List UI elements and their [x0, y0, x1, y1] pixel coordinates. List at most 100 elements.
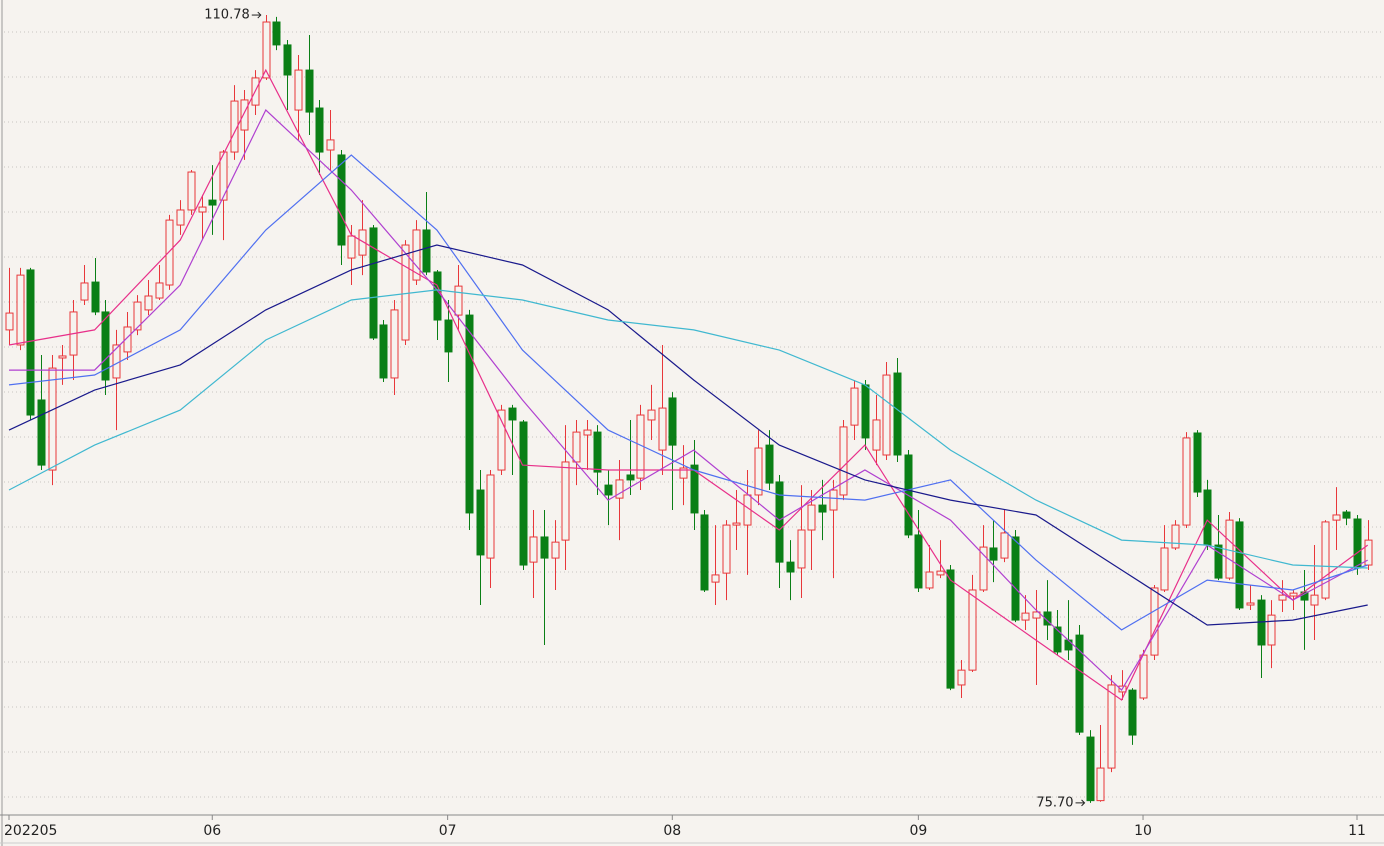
candle-body	[1278, 594, 1287, 601]
candle	[337, 150, 346, 266]
candle	[700, 510, 709, 592]
candle	[807, 490, 816, 570]
candle	[133, 295, 142, 336]
annotation-label: 110.78	[204, 8, 250, 23]
candle	[369, 225, 378, 341]
candle-body	[412, 229, 421, 281]
candle	[176, 200, 185, 235]
candle	[722, 520, 731, 601]
candle-body	[893, 372, 902, 456]
candle-body	[519, 421, 528, 566]
candle-body	[668, 397, 677, 446]
candle-body	[711, 574, 720, 583]
candle	[775, 474, 784, 588]
candle	[957, 660, 966, 698]
candle	[551, 520, 560, 590]
candle-body	[208, 199, 217, 206]
candle-body	[989, 547, 998, 561]
candle	[1310, 545, 1319, 641]
candle	[198, 194, 207, 241]
candle-body	[946, 569, 955, 689]
candle-body	[1021, 612, 1030, 621]
candle-body	[1353, 518, 1362, 569]
candle-body	[272, 21, 281, 46]
candle-body	[5, 312, 14, 331]
candle-body	[658, 407, 667, 451]
candle-body	[497, 409, 506, 471]
candle	[272, 16, 281, 51]
candle	[1182, 432, 1191, 528]
candle	[144, 280, 153, 316]
candle-body	[58, 355, 67, 359]
candle	[946, 565, 955, 691]
candle-body	[240, 99, 249, 131]
candle-body	[1267, 614, 1276, 646]
candle	[283, 39, 292, 111]
candle	[519, 419, 528, 570]
candle-body	[379, 324, 388, 379]
x-tick-label: 10	[1134, 823, 1152, 839]
candle	[1203, 479, 1212, 550]
candle	[1364, 520, 1373, 570]
candle	[1043, 580, 1052, 641]
annotation-arrowhead	[1081, 799, 1086, 807]
candle	[979, 525, 988, 592]
candle-body	[1246, 602, 1255, 606]
candle-body	[390, 309, 399, 379]
candle-body	[1235, 521, 1244, 609]
candle	[101, 300, 110, 396]
candle-body	[1203, 489, 1212, 546]
candle	[16, 267, 25, 351]
candle-body	[936, 570, 945, 576]
candle-body	[358, 229, 367, 256]
candle-body	[647, 409, 656, 421]
candle-body	[872, 419, 881, 451]
candle	[422, 192, 431, 276]
candle-body	[626, 474, 635, 481]
candle	[358, 200, 367, 276]
candle	[401, 240, 410, 345]
candle-body	[1364, 539, 1373, 566]
candle-body	[422, 229, 431, 273]
candle-body	[818, 504, 827, 513]
candle-body	[1075, 634, 1084, 733]
candle	[1342, 510, 1351, 526]
candle	[412, 220, 421, 285]
candle	[679, 445, 688, 506]
candle	[636, 404, 645, 491]
candle	[572, 419, 581, 486]
candle-body	[572, 431, 581, 463]
x-tick-label: 202205	[4, 823, 57, 839]
candle	[240, 90, 249, 160]
candle	[882, 362, 891, 460]
candle	[476, 470, 485, 606]
candle-body	[433, 271, 442, 321]
candle-body	[112, 344, 121, 379]
candle-body	[26, 269, 35, 416]
candle	[1150, 585, 1159, 661]
candle	[1171, 520, 1180, 550]
candle	[1278, 580, 1287, 612]
candle-body	[123, 326, 132, 353]
candle	[1096, 724, 1105, 802]
candle-body	[176, 209, 185, 226]
candle	[390, 300, 399, 396]
candle	[48, 355, 57, 486]
candle	[123, 311, 132, 361]
candle-body	[187, 171, 196, 211]
candle-body	[968, 589, 977, 671]
candle	[508, 404, 517, 475]
candle	[1086, 730, 1095, 803]
candle	[647, 384, 656, 440]
candle-body	[283, 44, 292, 76]
candle-body	[882, 374, 891, 456]
candle	[5, 267, 14, 345]
candle	[1321, 520, 1330, 601]
candle	[155, 265, 164, 301]
candle	[1128, 688, 1137, 745]
candle-body	[454, 285, 463, 316]
candle-body	[1150, 587, 1159, 656]
candle-body	[133, 301, 142, 331]
candle-body	[583, 429, 592, 436]
candle-body	[1139, 654, 1148, 699]
